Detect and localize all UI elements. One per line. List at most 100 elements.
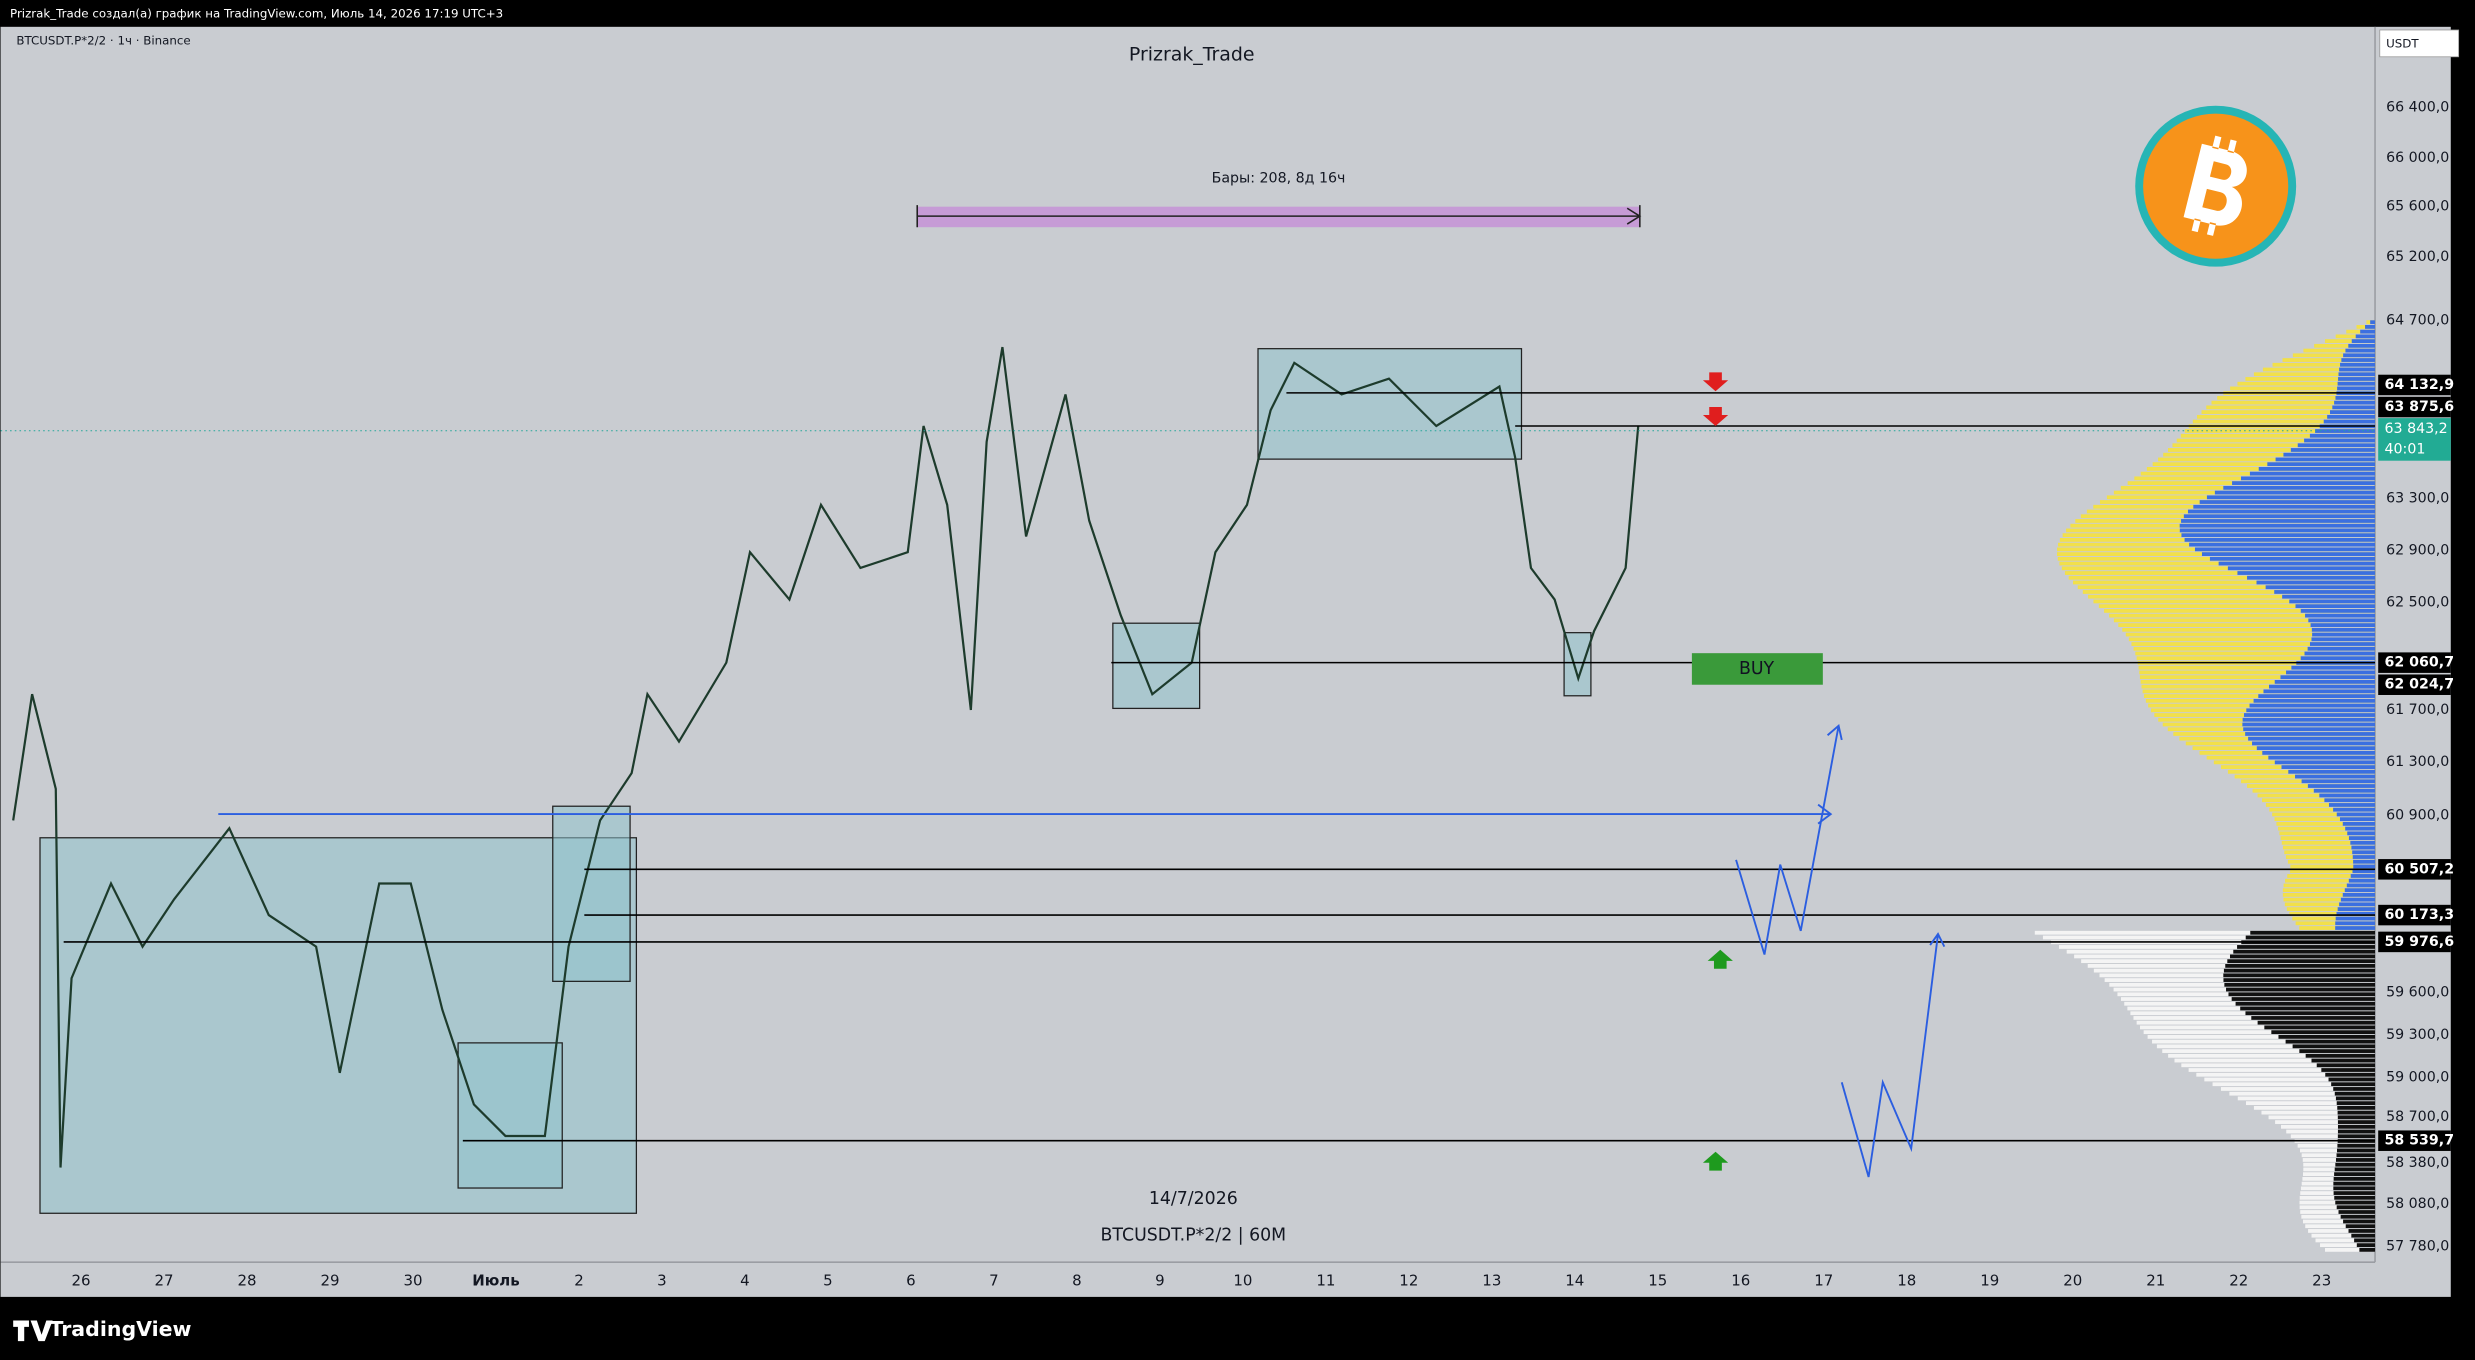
profile-row bbox=[2197, 414, 2376, 419]
profile-row bbox=[2345, 826, 2376, 831]
profile-row bbox=[2339, 902, 2376, 907]
profile-row bbox=[2232, 481, 2376, 485]
profile-row bbox=[2324, 798, 2376, 803]
profile-row bbox=[2077, 585, 2376, 590]
profile-row bbox=[2179, 528, 2376, 533]
price-tick-label: 59 300,0 bbox=[2386, 1027, 2449, 1043]
profile-row bbox=[2181, 533, 2376, 538]
profile-row bbox=[2286, 907, 2376, 911]
profile-row bbox=[2206, 405, 2376, 410]
profile-row bbox=[2278, 1034, 2376, 1039]
profile-row bbox=[2308, 1229, 2376, 1233]
profile-row bbox=[2334, 1195, 2376, 1200]
profile-row bbox=[2337, 381, 2376, 386]
profile-row bbox=[2098, 604, 2376, 609]
price-level-box bbox=[2378, 904, 2451, 926]
profile-row bbox=[2061, 566, 2376, 571]
profile-row bbox=[2176, 438, 2376, 443]
price-level-label: 64 132,9 bbox=[2385, 377, 2455, 393]
profile-row bbox=[2282, 892, 2376, 897]
price-level-box bbox=[2378, 374, 2451, 396]
profile-row bbox=[2283, 452, 2376, 457]
profile-row bbox=[2350, 840, 2376, 845]
profile-row bbox=[2245, 732, 2376, 736]
price-tick-label: 60 900,0 bbox=[2386, 808, 2449, 824]
profile-row bbox=[2291, 665, 2376, 670]
profile-row bbox=[2258, 467, 2376, 471]
profile-row bbox=[2336, 1153, 2376, 1158]
profile-row bbox=[2223, 973, 2376, 978]
price-tick-label: 65 200,0 bbox=[2386, 249, 2449, 265]
zones bbox=[39, 348, 1592, 1214]
profile-row bbox=[2269, 684, 2376, 689]
profile-row bbox=[2184, 429, 2376, 433]
profile-row bbox=[2265, 803, 2376, 807]
time-tick-label: 7 bbox=[989, 1272, 999, 1290]
profile-row bbox=[2187, 509, 2376, 514]
profile-row bbox=[2333, 1176, 2376, 1181]
profile-row bbox=[2292, 1044, 2376, 1049]
price-level-label: 62 024,7 bbox=[2385, 677, 2455, 693]
author: Prizrak_Trade bbox=[1129, 44, 1255, 66]
profile-row bbox=[2300, 1210, 2376, 1214]
price-level-label: 60 173,3 bbox=[2385, 907, 2455, 923]
profile-row bbox=[2353, 859, 2376, 864]
profile-row bbox=[2338, 1210, 2376, 1214]
profile-row bbox=[2330, 410, 2376, 414]
profile-row bbox=[2283, 883, 2376, 888]
profile-row bbox=[2348, 1229, 2376, 1233]
profile-row bbox=[2068, 575, 2376, 580]
profile-row bbox=[2225, 963, 2376, 968]
profile-row bbox=[2285, 1039, 2376, 1044]
time-tick-label: 5 bbox=[823, 1272, 833, 1290]
profile-row bbox=[2319, 793, 2376, 798]
profile-row bbox=[2220, 1087, 2376, 1091]
time-tick-label: 14 bbox=[1565, 1272, 1584, 1290]
profile-row bbox=[2311, 1233, 2376, 1238]
profile-row bbox=[2245, 1101, 2376, 1106]
profile-row bbox=[2133, 646, 2376, 651]
profile-row bbox=[2337, 1129, 2376, 1134]
profile-row bbox=[2311, 627, 2376, 632]
profile-row bbox=[2282, 888, 2376, 893]
range-arrow bbox=[916, 205, 1642, 228]
profile-row bbox=[2193, 504, 2376, 509]
price-tick-label: 62 900,0 bbox=[2386, 543, 2449, 559]
price-tick-label: 58 700,0 bbox=[2386, 1109, 2449, 1125]
profile-row bbox=[2275, 1120, 2376, 1124]
profile-row bbox=[2138, 665, 2376, 670]
time-tick-label: 11 bbox=[1316, 1272, 1335, 1290]
profile-row bbox=[2223, 485, 2376, 490]
header-title: Prizrak_Trade создал(а) график на Tradin… bbox=[10, 7, 503, 21]
profile-row bbox=[2344, 888, 2376, 893]
profile-row bbox=[2331, 1082, 2376, 1087]
time-tick-label: 27 bbox=[154, 1272, 173, 1290]
profile-row bbox=[2280, 675, 2376, 680]
price-level-box bbox=[2378, 931, 2451, 953]
profile-row bbox=[2321, 1068, 2376, 1072]
profile-row bbox=[2224, 982, 2376, 987]
profile-row bbox=[2140, 680, 2376, 684]
profile-row bbox=[2231, 997, 2376, 1001]
profile-row bbox=[2333, 1181, 2376, 1186]
profile-row bbox=[2345, 348, 2376, 353]
profile-row bbox=[2246, 708, 2376, 713]
profile-row bbox=[2335, 1096, 2376, 1101]
profile-row bbox=[2113, 618, 2376, 623]
profile-row bbox=[2305, 1224, 2376, 1229]
price-tick-label: 61 300,0 bbox=[2386, 754, 2449, 770]
profile-row bbox=[2325, 1247, 2376, 1252]
ticker-label: BTCUSDT.P*2/2 | 60M bbox=[1101, 1225, 1287, 1245]
profile-row bbox=[2268, 1115, 2376, 1120]
profile-row bbox=[2247, 575, 2376, 580]
profile-row bbox=[2143, 1030, 2376, 1035]
profile-row bbox=[2309, 642, 2376, 646]
profile-row bbox=[2034, 930, 2376, 935]
profile-row bbox=[2243, 727, 2376, 732]
profile-row bbox=[2072, 580, 2376, 585]
profile-row bbox=[2245, 1011, 2376, 1016]
profile-row bbox=[2125, 632, 2376, 637]
profile-row bbox=[2206, 495, 2376, 500]
price-level-label: 62 060,7 bbox=[2385, 655, 2455, 671]
profile-row bbox=[2237, 571, 2376, 575]
